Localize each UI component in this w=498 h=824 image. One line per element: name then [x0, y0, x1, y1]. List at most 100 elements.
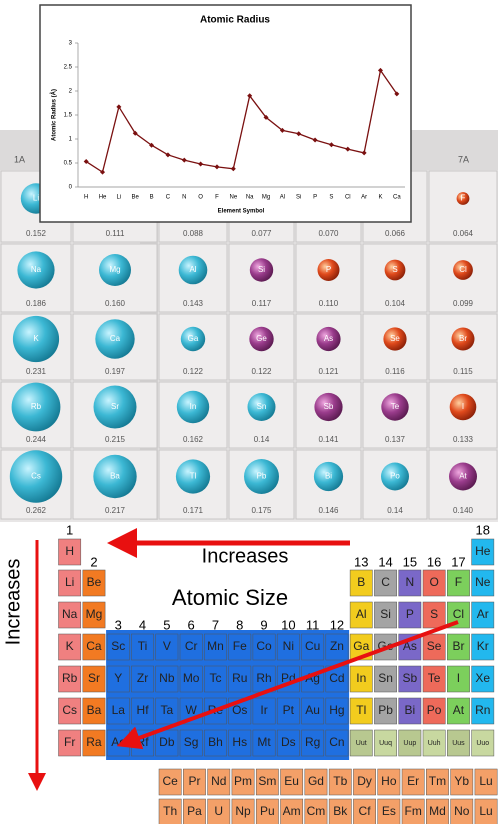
element-symbol: Na [62, 607, 78, 621]
element-cell [471, 697, 495, 725]
radius-value: 0.122 [251, 367, 272, 376]
element-cell [447, 633, 470, 661]
element-cell [106, 697, 130, 725]
radius-value: 0.104 [385, 299, 406, 308]
radius-value: 0.14 [254, 435, 270, 444]
x-tick-label: Ca [393, 195, 401, 201]
element-cell [422, 729, 446, 757]
element-cell [401, 768, 425, 796]
element-symbol: Si [380, 607, 391, 621]
element-symbol: Pb [257, 472, 267, 481]
data-point [181, 157, 187, 163]
y-tick-label: 2.5 [64, 65, 73, 71]
element-symbol: Hs [232, 735, 247, 749]
element-symbol: Ba [87, 703, 102, 717]
element-cell [231, 768, 255, 796]
data-point [247, 93, 253, 99]
radius-value: 0.122 [183, 367, 204, 376]
element-symbol: Tc [209, 671, 221, 685]
radius-value: 0.064 [453, 229, 474, 238]
atom-sphere [11, 382, 61, 432]
element-symbol: Pa [187, 804, 202, 818]
element-cell [280, 768, 304, 796]
element-symbol: Ge [256, 334, 267, 343]
atom-sphere [316, 326, 341, 352]
group-number: 8 [236, 617, 243, 632]
element-symbol: S [392, 265, 397, 274]
element-symbol: K [66, 639, 74, 653]
element-cell [447, 601, 470, 629]
radius-value: 0.117 [252, 299, 272, 308]
element-symbol: Cr [185, 639, 198, 653]
element-cell [450, 798, 474, 824]
element-symbol: Tl [190, 472, 197, 481]
y-tick-label: 3 [69, 41, 73, 47]
element-symbol: Sm [258, 774, 276, 788]
group-number: 5 [163, 617, 170, 632]
data-point [361, 150, 367, 156]
line-chart: Atomic Radius Atomic Radius (Å) Element … [51, 15, 405, 215]
element-cell [328, 798, 352, 824]
element-symbol: Cm [307, 804, 326, 818]
element-cell [179, 633, 203, 661]
element-symbol: F [461, 194, 466, 203]
element-cell [471, 665, 495, 693]
element-cell [426, 798, 449, 824]
group-number: 9 [260, 617, 267, 632]
atom-sphere [456, 192, 470, 205]
data-point [198, 161, 204, 167]
element-symbol: U [214, 804, 223, 818]
arrow-diagonal [116, 620, 459, 750]
atom-sphere [249, 258, 274, 282]
element-symbol: Uuo [476, 740, 489, 747]
element-symbol: Sn [378, 671, 393, 685]
element-cell [349, 601, 373, 629]
data-point [377, 67, 383, 73]
element-cell [252, 697, 276, 725]
element-symbol: Md [429, 804, 446, 818]
atom-sphere [17, 251, 55, 289]
element-symbol: He [475, 544, 491, 558]
data-point [312, 137, 318, 143]
element-cell [447, 729, 470, 757]
group-number: 10 [281, 617, 295, 632]
radius-value: 0.231 [26, 367, 47, 376]
element-cell [131, 697, 154, 725]
element-symbol: Pm [234, 774, 252, 788]
atom-sphere [453, 260, 473, 280]
element-symbol: Mo [183, 671, 200, 685]
element-cell [374, 729, 397, 757]
element-cell [58, 601, 82, 629]
element-cell [183, 768, 206, 796]
element-symbol: Cf [359, 804, 372, 818]
element-symbol: Fr [64, 735, 75, 749]
group-number: 18 [476, 522, 490, 537]
y-tick-label: 0.5 [64, 161, 73, 167]
radius-value: 0.140 [453, 506, 474, 515]
atom-sphere [449, 462, 477, 491]
radius-value: 0.217 [105, 506, 126, 515]
element-symbol: H [65, 544, 74, 558]
element-symbol: Am [283, 804, 301, 818]
element-symbol: Mg [86, 607, 103, 621]
element-cell [158, 768, 182, 796]
atom-sphere [383, 327, 407, 351]
element-symbol: Sc [111, 639, 125, 653]
element-cell [325, 697, 349, 725]
element-symbol: Rb [31, 402, 42, 411]
group-number: 6 [188, 617, 195, 632]
y-tick-label: 0 [69, 185, 73, 191]
element-symbol: Uup [403, 740, 416, 747]
element-cell [252, 633, 276, 661]
element-symbol: Fm [404, 804, 421, 818]
element-symbol: As [324, 334, 333, 343]
arrow-top-label: Increases [202, 545, 289, 567]
element-cell [58, 665, 82, 693]
data-point [328, 142, 334, 148]
atom-sphere [95, 319, 135, 359]
element-cell [426, 768, 449, 796]
element-symbol: Al [356, 607, 367, 621]
element-symbol: No [454, 804, 470, 818]
element-cell [304, 798, 328, 824]
